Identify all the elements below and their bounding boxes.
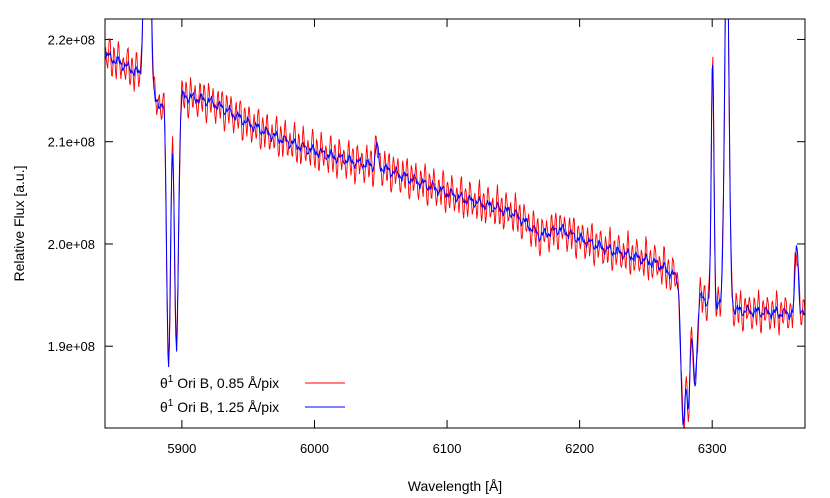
series-line-1 — [105, 19, 805, 428]
legend-name-suffix: Ori B, 0.85 Å/pix — [173, 375, 279, 391]
y-axis-label: Relative Flux [a.u.] — [11, 166, 27, 282]
legend-name-prefix: θ — [160, 399, 168, 415]
x-tick-label: 6000 — [300, 441, 329, 456]
series-line-2 — [105, 19, 805, 426]
plot-frame — [104, 18, 806, 429]
y-tick-label: 1.9e+08 — [48, 339, 95, 354]
x-tick-label: 6300 — [698, 441, 727, 456]
tick-labels: 5900 6000 6100 6200 6300 1.9e+08 2.0e+08 2.1e+0… — [48, 32, 727, 456]
x-axis-label: Wavelength [Å] — [408, 478, 502, 494]
y-tick-label: 2.0e+08 — [48, 237, 95, 252]
legend-name-sup: 1 — [168, 374, 174, 385]
legend-entry-1: θ1 Ori B, 0.85 Å/pix — [160, 374, 279, 391]
legend-name-prefix: θ — [160, 375, 168, 391]
legend-name-sup: 1 — [168, 398, 174, 409]
series-layer — [105, 19, 805, 428]
x-tick-label: 6200 — [565, 441, 594, 456]
axis-ticks — [105, 19, 805, 428]
x-tick-label: 6100 — [433, 441, 462, 456]
y-tick-label: 2.1e+08 — [48, 135, 95, 150]
legend-name-suffix: Ori B, 1.25 Å/pix — [173, 399, 279, 415]
y-tick-label: 2.2e+08 — [48, 32, 95, 47]
x-tick-label: 5900 — [167, 441, 196, 456]
legend-entry-2: θ1 Ori B, 1.25 Å/pix — [160, 398, 279, 415]
